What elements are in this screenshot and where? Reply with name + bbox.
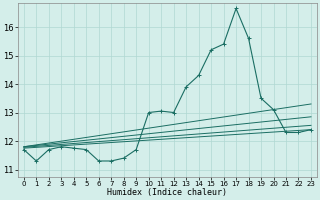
X-axis label: Humidex (Indice chaleur): Humidex (Indice chaleur) [108, 188, 228, 197]
